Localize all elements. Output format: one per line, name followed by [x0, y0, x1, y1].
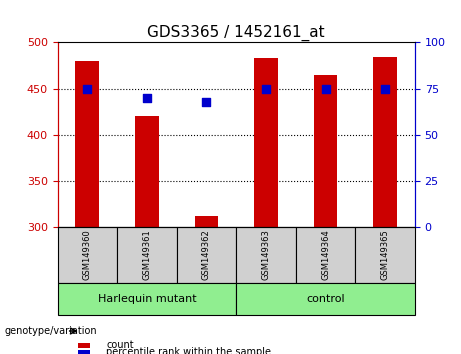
Text: GSM149362: GSM149362 — [202, 230, 211, 280]
Bar — [313, 75, 337, 227]
Point — [262, 86, 270, 92]
Text: control: control — [306, 294, 345, 304]
Text: GSM149365: GSM149365 — [381, 230, 390, 280]
Text: Harlequin mutant: Harlequin mutant — [98, 294, 196, 304]
Point — [203, 99, 210, 104]
FancyBboxPatch shape — [236, 283, 415, 315]
Bar — [135, 116, 159, 227]
Bar — [76, 61, 99, 227]
Point — [143, 95, 151, 101]
Point — [322, 86, 329, 92]
FancyBboxPatch shape — [58, 227, 117, 283]
Title: GDS3365 / 1452161_at: GDS3365 / 1452161_at — [148, 25, 325, 41]
FancyBboxPatch shape — [296, 227, 355, 283]
FancyBboxPatch shape — [58, 283, 236, 315]
Text: genotype/variation: genotype/variation — [5, 326, 97, 336]
Bar — [195, 216, 219, 227]
Text: GSM149361: GSM149361 — [142, 230, 152, 280]
FancyBboxPatch shape — [355, 227, 415, 283]
Point — [381, 86, 389, 92]
Text: GSM149360: GSM149360 — [83, 230, 92, 280]
Point — [84, 86, 91, 92]
FancyBboxPatch shape — [177, 227, 236, 283]
FancyBboxPatch shape — [236, 227, 296, 283]
Text: GSM149364: GSM149364 — [321, 230, 330, 280]
Bar — [373, 57, 397, 227]
Text: count: count — [106, 340, 134, 350]
FancyBboxPatch shape — [117, 227, 177, 283]
Text: percentile rank within the sample: percentile rank within the sample — [106, 347, 271, 354]
Text: GSM149363: GSM149363 — [261, 229, 271, 280]
Bar — [254, 58, 278, 227]
